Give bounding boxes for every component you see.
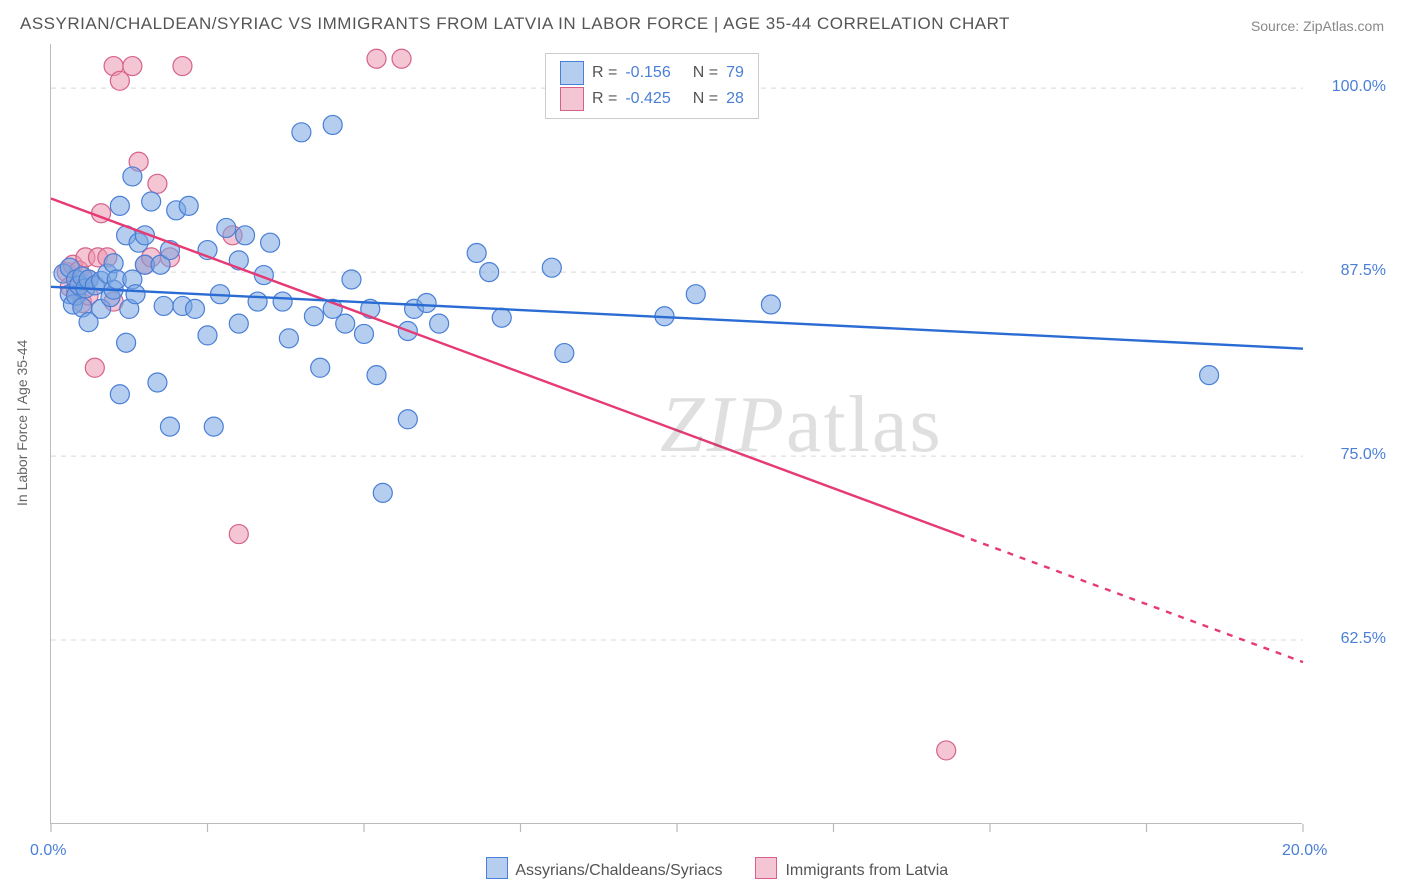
n-label: N = bbox=[693, 60, 718, 86]
y-tick-label: 100.0% bbox=[1332, 78, 1386, 96]
source-credit: Source: ZipAtlas.com bbox=[1251, 18, 1384, 34]
x-tick-label: 20.0% bbox=[1282, 842, 1327, 860]
n-value-blue: 79 bbox=[726, 60, 744, 86]
correlation-legend: R = -0.156 N = 79 R = -0.425 N = 28 bbox=[545, 53, 759, 119]
n-label: N = bbox=[693, 86, 718, 112]
footer-swatch-blue-icon bbox=[486, 857, 508, 879]
footer-legend: Assyrians/Chaldeans/Syriacs Immigrants f… bbox=[0, 857, 1406, 880]
y-tick-label: 62.5% bbox=[1341, 630, 1386, 648]
swatch-blue-icon bbox=[560, 61, 584, 85]
y-tick-label: 87.5% bbox=[1341, 262, 1386, 280]
watermark: ZIPatlas bbox=[660, 380, 943, 471]
x-tick-label: 0.0% bbox=[30, 842, 66, 860]
legend-row-pink: R = -0.425 N = 28 bbox=[560, 86, 744, 112]
chart-title: ASSYRIAN/CHALDEAN/SYRIAC VS IMMIGRANTS F… bbox=[20, 14, 1010, 34]
watermark-zip: ZIP bbox=[660, 381, 786, 469]
swatch-pink-icon bbox=[560, 87, 584, 111]
y-axis-label: In Labor Force | Age 35-44 bbox=[14, 340, 30, 506]
n-value-pink: 28 bbox=[726, 86, 744, 112]
watermark-atlas: atlas bbox=[786, 381, 943, 469]
r-label: R = bbox=[592, 60, 617, 86]
footer-swatch-pink-icon bbox=[755, 857, 777, 879]
y-tick-label: 75.0% bbox=[1341, 446, 1386, 464]
r-label: R = bbox=[592, 86, 617, 112]
r-value-blue: -0.156 bbox=[625, 60, 670, 86]
footer-label-pink: Immigrants from Latvia bbox=[785, 862, 948, 879]
r-value-pink: -0.425 bbox=[625, 86, 670, 112]
legend-row-blue: R = -0.156 N = 79 bbox=[560, 60, 744, 86]
footer-label-blue: Assyrians/Chaldeans/Syriacs bbox=[515, 862, 722, 879]
